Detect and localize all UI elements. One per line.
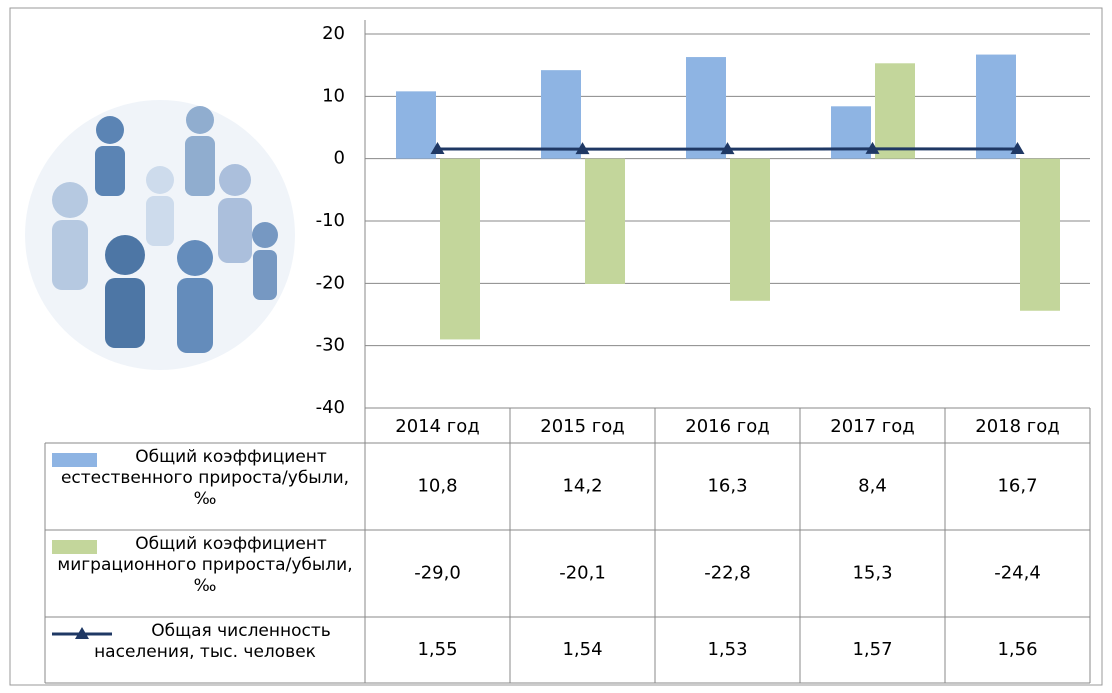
y-tick-label: 20: [322, 23, 345, 44]
chart: 20 10 0 -10 -20 -30 -40 2014 год 2015 год 2016 го…: [0, 0, 1112, 689]
x-tick-label: 2016 год: [685, 416, 769, 437]
legend-label: Общая численность населения, тыс. челове…: [47, 621, 363, 663]
data-label: -20,1: [559, 563, 606, 584]
bar: [686, 57, 726, 159]
bar: [396, 91, 436, 158]
bar: [730, 159, 770, 301]
y-tick-label: -10: [316, 210, 345, 231]
legend-entry: Общий коэффициент естественного прироста…: [47, 447, 363, 528]
bar: [585, 159, 625, 284]
data-label: -22,8: [704, 563, 751, 584]
legend-entry: Общий коэффициент миграционного прироста…: [47, 534, 363, 615]
x-tick-label: 2018 год: [975, 416, 1059, 437]
data-label: 16,7: [997, 476, 1037, 497]
y-tick-label: 10: [322, 85, 345, 106]
bar: [875, 63, 915, 158]
x-tick-label: 2015 год: [540, 416, 624, 437]
data-label: 16,3: [707, 476, 747, 497]
y-tick-label: -40: [316, 397, 345, 418]
data-label: -29,0: [414, 563, 461, 584]
data-label: 1,54: [562, 639, 602, 660]
bar: [831, 106, 871, 158]
people-illustration: [25, 100, 295, 370]
data-label: 1,57: [852, 639, 892, 660]
x-tick-label: 2017 год: [830, 416, 914, 437]
y-tick-label: 0: [334, 148, 345, 169]
data-label: -24,4: [994, 563, 1041, 584]
bar: [1020, 159, 1060, 311]
data-label: 8,4: [858, 476, 887, 497]
y-tick-label: -30: [316, 335, 345, 356]
data-label: 15,3: [852, 563, 892, 584]
data-label: 14,2: [562, 476, 602, 497]
data-label: 1,56: [997, 639, 1037, 660]
data-label: 1,55: [417, 639, 457, 660]
bar: [440, 159, 480, 340]
legend-label: Общий коэффициент естественного прироста…: [47, 447, 363, 510]
y-tick-label: -20: [316, 272, 345, 293]
bar: [976, 55, 1016, 159]
x-tick-label: 2014 год: [395, 416, 479, 437]
legend-entry: Общая численность населения, тыс. челове…: [47, 621, 363, 681]
data-label: 1,53: [707, 639, 747, 660]
bar: [541, 70, 581, 159]
legend-label: Общий коэффициент миграционного прироста…: [47, 534, 363, 597]
data-label: 10,8: [417, 476, 457, 497]
